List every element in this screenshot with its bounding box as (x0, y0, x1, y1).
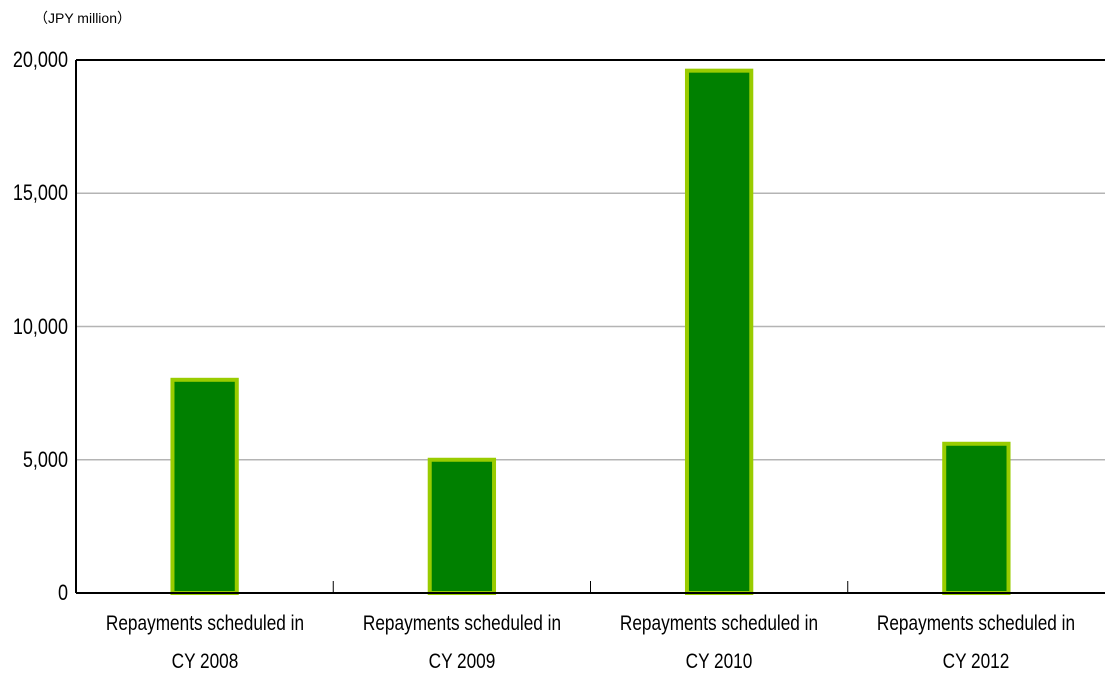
bar (170, 377, 239, 595)
x-tick-label: Repayments scheduled in CY 2008 (105, 612, 304, 673)
x-tick-label: Repayments scheduled in CY 2010 (620, 612, 819, 673)
y-tick-label: 15,000 (12, 180, 69, 206)
x-tick-label: Repayments scheduled in CY 2009 (362, 612, 561, 673)
y-axis-label: （JPY million） (34, 10, 131, 26)
y-tick-label: 20,000 (12, 47, 69, 72)
bar (684, 68, 754, 596)
y-tick-label: 0 (57, 580, 68, 605)
x-tick-label: Repayments scheduled in CY 2012 (877, 612, 1076, 673)
y-tick-label: 10,000 (12, 313, 69, 339)
bar (942, 441, 1011, 596)
y-tick-label: 5,000 (22, 446, 68, 472)
bar (427, 457, 497, 595)
